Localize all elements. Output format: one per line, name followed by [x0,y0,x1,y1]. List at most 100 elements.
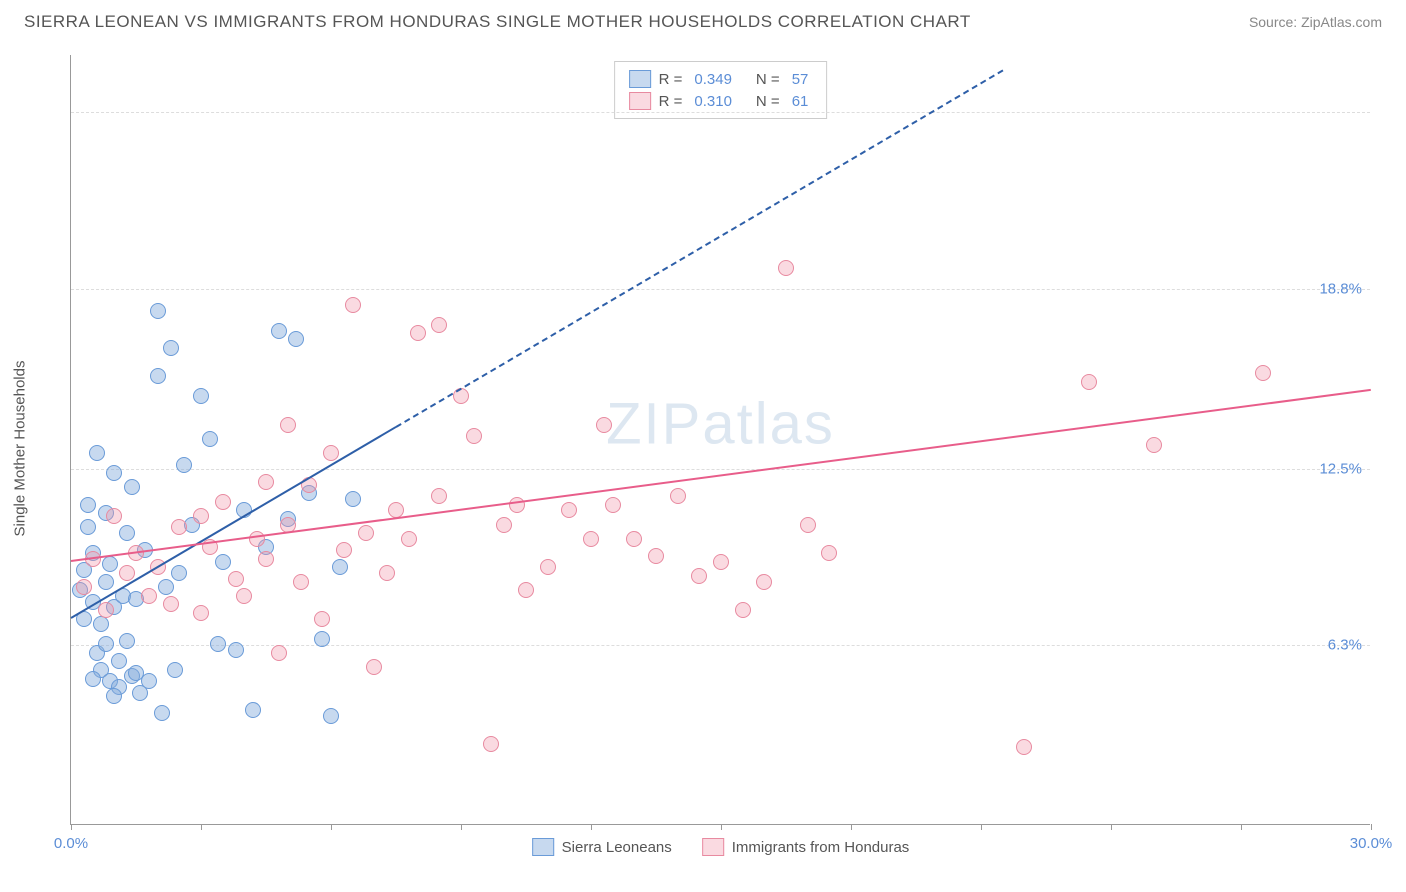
legend-correlation: R = 0.349 N = 57R = 0.310 N = 61 [614,61,828,119]
data-point [215,494,231,510]
data-point [1016,739,1032,755]
data-point [314,611,330,627]
legend-row: R = 0.349 N = 57 [629,68,813,90]
data-point [210,636,226,652]
data-point [605,497,621,513]
data-point [171,565,187,581]
legend-r-value: 0.349 [694,71,732,88]
data-point [323,708,339,724]
x-tick-label: 30.0% [1350,835,1393,852]
legend-n-label: N = [756,71,780,88]
legend-n-label: N = [756,93,780,110]
x-tick [201,824,202,830]
legend-swatch [629,70,651,88]
data-point [332,559,348,575]
data-point [596,417,612,433]
grid-line [71,289,1370,290]
data-point [366,659,382,675]
x-tick-label: 0.0% [54,835,88,852]
grid-line [71,469,1370,470]
data-point [379,565,395,581]
data-point [626,531,642,547]
legend-n-value: 57 [792,71,809,88]
x-tick [591,824,592,830]
data-point [1081,374,1097,390]
data-point [228,571,244,587]
data-point [778,260,794,276]
x-tick [1371,824,1372,830]
legend-swatch [532,838,554,856]
data-point [202,431,218,447]
data-point [821,545,837,561]
x-tick [981,824,982,830]
data-point [98,574,114,590]
data-point [401,531,417,547]
data-point [228,642,244,658]
legend-swatch [702,838,724,856]
trend-line [395,69,1003,427]
data-point [163,340,179,356]
x-tick [1111,824,1112,830]
data-point [280,417,296,433]
data-point [648,548,664,564]
legend-n-value: 61 [792,93,809,110]
data-point [163,596,179,612]
x-tick [331,824,332,830]
data-point [466,428,482,444]
data-point [89,445,105,461]
legend-r-value: 0.310 [694,93,732,110]
data-point [171,519,187,535]
data-point [691,568,707,584]
data-point [106,465,122,481]
data-point [80,519,96,535]
data-point [288,331,304,347]
x-tick [1241,824,1242,830]
x-tick [721,824,722,830]
legend-item: Sierra Leoneans [532,838,672,856]
data-point [98,602,114,618]
data-point [193,508,209,524]
legend-label: Immigrants from Honduras [732,839,910,856]
data-point [540,559,556,575]
data-point [583,531,599,547]
source-label: Source: ZipAtlas.com [1249,14,1382,30]
data-point [85,671,101,687]
data-point [141,588,157,604]
data-point [150,303,166,319]
data-point [1146,437,1162,453]
chart-container: Single Mother Households ZIPatlas R =0.3… [50,55,1370,825]
data-point [258,474,274,490]
data-point [431,488,447,504]
data-point [111,653,127,669]
data-point [518,582,534,598]
data-point [258,551,274,567]
data-point [271,645,287,661]
data-point [158,579,174,595]
legend-r-label: R = [659,71,683,88]
data-point [141,673,157,689]
data-point [193,605,209,621]
data-point [713,554,729,570]
data-point [345,491,361,507]
data-point [314,631,330,647]
data-point [176,457,192,473]
chart-title: SIERRA LEONEAN VS IMMIGRANTS FROM HONDUR… [24,12,971,32]
x-tick [851,824,852,830]
x-tick [461,824,462,830]
data-point [431,317,447,333]
legend-label: Sierra Leoneans [562,839,672,856]
y-axis-label: Single Mother Households [12,361,29,537]
data-point [345,297,361,313]
data-point [106,508,122,524]
data-point [735,602,751,618]
data-point [358,525,374,541]
legend-item: Immigrants from Honduras [702,838,910,856]
data-point [293,574,309,590]
y-tick-label: 12.5% [1319,460,1362,477]
data-point [93,616,109,632]
data-point [119,565,135,581]
data-point [80,497,96,513]
x-tick [71,824,72,830]
watermark: ZIPatlas [606,391,835,458]
data-point [245,702,261,718]
